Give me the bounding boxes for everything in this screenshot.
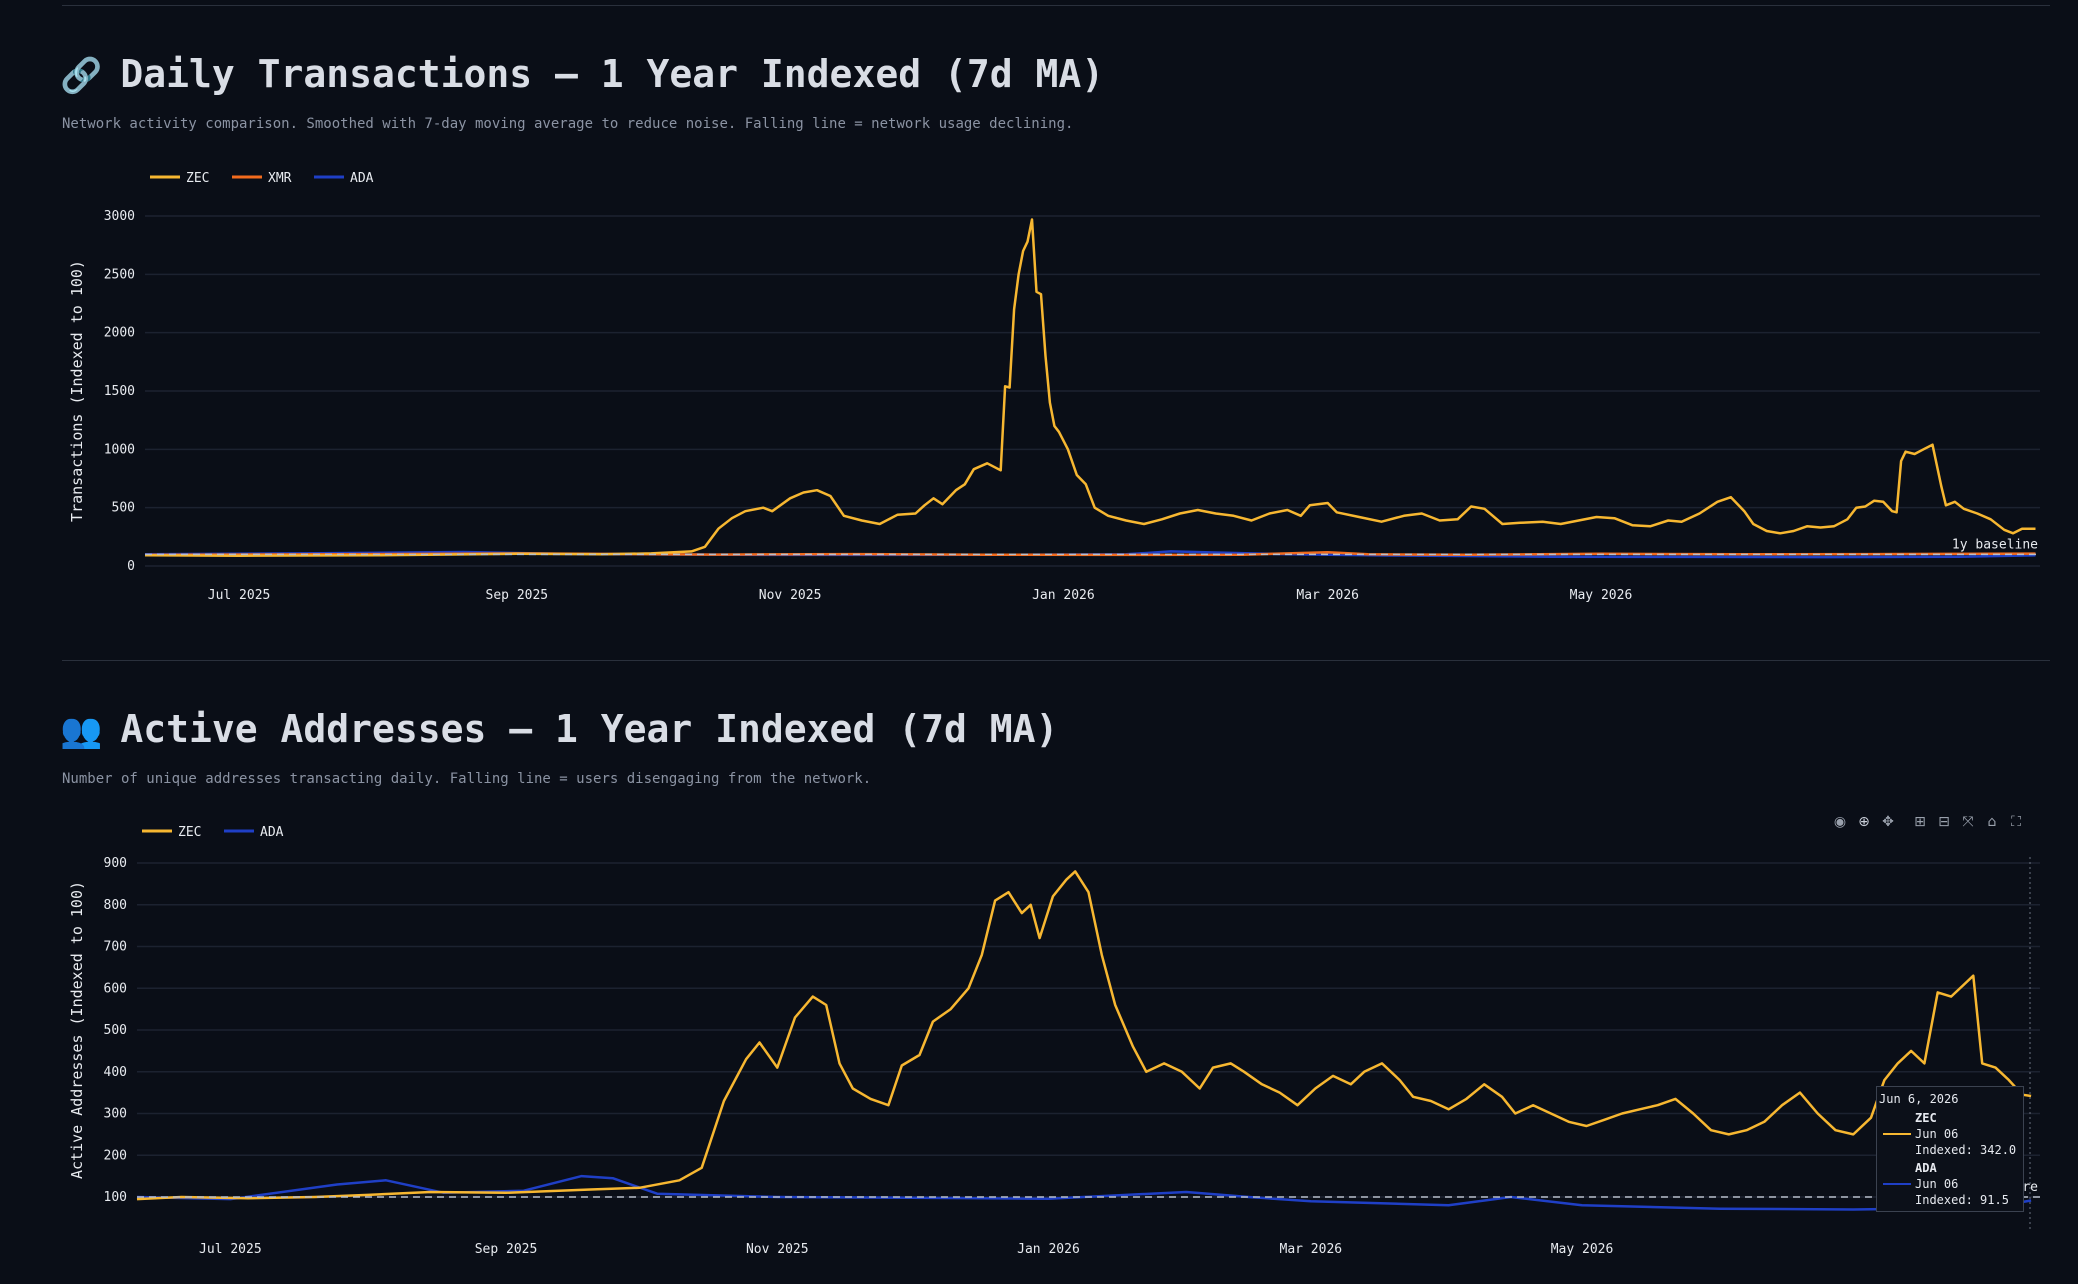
camera-icon[interactable]: ◉ — [1833, 814, 1847, 830]
y-tick-label: 3000 — [104, 209, 135, 224]
x-tick-label: Sep 2025 — [486, 588, 549, 603]
baseline-label: 1y baseline — [1952, 537, 2038, 552]
y-tick-label: 500 — [112, 501, 135, 516]
page-title: 🔗 Daily Transactions — 1 Year Indexed (7d… — [60, 52, 1104, 96]
y-axis-title: Active Addresses (Indexed to 100) — [68, 881, 86, 1179]
y-tick-label: 700 — [104, 940, 127, 955]
x-tick-label: Jan 2026 — [1032, 588, 1095, 603]
y-axis-title: Transactions (Indexed to 100) — [68, 260, 86, 522]
legend-label: ADA — [260, 825, 284, 840]
zoom-out-icon[interactable]: ⊟ — [1938, 814, 1950, 830]
tooltip-value: Indexed: 342.0 — [1915, 1143, 2017, 1157]
top-divider — [62, 5, 2050, 6]
legend-label: ZEC — [178, 825, 201, 840]
x-tick-label: Mar 2026 — [1296, 588, 1359, 603]
zoom-in-icon[interactable]: ⊞ — [1914, 814, 1926, 830]
x-tick-label: May 2026 — [1551, 1242, 1614, 1257]
hover-tooltip: Jun 6, 2026 ZEC Jun 06 Indexed: 342.0 AD… — [1876, 1086, 2024, 1212]
series-line-zec[interactable] — [136, 870, 2032, 1201]
legend-label: ADA — [350, 171, 374, 186]
x-tick-label: Jan 2026 — [1017, 1242, 1080, 1257]
tooltip-value: Indexed: 91.5 — [1915, 1193, 2009, 1207]
x-tick-label: Nov 2025 — [746, 1242, 809, 1257]
legend-item-zec[interactable]: ZEC — [150, 171, 209, 186]
reset-axes-icon[interactable]: ⌂ — [1987, 814, 1997, 830]
tooltip-series-name: ZEC — [1915, 1111, 1937, 1125]
y-tick-label: 2000 — [104, 326, 135, 341]
y-tick-label: 2500 — [104, 267, 135, 282]
section-title-text: Active Addresses — 1 Year Indexed (7d MA… — [120, 707, 1059, 751]
x-tick-label: Jul 2025 — [208, 588, 271, 603]
tooltip-swatch — [1883, 1133, 1911, 1135]
tooltip-series-name: ADA — [1915, 1161, 1937, 1175]
chart-modebar: ◉ ⊕ ✥ ⊞ ⊟ ⤧ ⌂ ⛶ — [1832, 814, 2024, 830]
series-line-ada[interactable] — [136, 1174, 2032, 1211]
y-tick-label: 100 — [104, 1190, 127, 1205]
legend-item-zec[interactable]: ZEC — [142, 825, 201, 840]
y-tick-label: 300 — [104, 1107, 127, 1122]
legend-label: XMR — [268, 171, 292, 186]
section-divider — [62, 660, 2050, 661]
y-tick-label: 1000 — [104, 442, 135, 457]
x-tick-label: Sep 2025 — [475, 1242, 538, 1257]
transactions-chart[interactable]: 0 500 1000 1500 2000 2500 3000 Jul 2025 Sep 2025… — [0, 0, 2078, 640]
section-subtitle: Number of unique addresses transacting d… — [62, 771, 872, 787]
users-icon: 👥 — [60, 711, 103, 751]
section-subtitle: Network activity comparison. Smoothed wi… — [62, 116, 1074, 132]
tooltip-date: Jun 06 — [1915, 1127, 1959, 1141]
x-tick-label: May 2026 — [1570, 588, 1633, 603]
fullscreen-icon[interactable]: ⛶ — [2011, 814, 2021, 830]
legend-item-ada[interactable]: ADA — [224, 825, 284, 840]
y-tick-label: 600 — [104, 981, 127, 996]
x-tick-label: Mar 2026 — [1280, 1242, 1343, 1257]
link-icon: 🔗 — [60, 56, 103, 96]
y-tick-label: 0 — [127, 559, 135, 574]
tooltip-swatch — [1883, 1183, 1911, 1185]
zoom-icon[interactable]: ⊕ — [1858, 814, 1870, 830]
tooltip-date: Jun 06 — [1915, 1177, 1959, 1191]
page-title: 👥 Active Addresses — 1 Year Indexed (7d M… — [60, 707, 1058, 751]
series-line-zec[interactable] — [144, 218, 2036, 557]
y-tick-label: 800 — [104, 898, 127, 913]
autoscale-icon[interactable]: ⤧ — [1962, 814, 1974, 830]
y-tick-label: 1500 — [104, 384, 135, 399]
legend-label: ZEC — [186, 171, 209, 186]
x-tick-label: Jul 2025 — [199, 1242, 262, 1257]
y-tick-label: 900 — [104, 856, 127, 871]
pan-icon[interactable]: ✥ — [1882, 814, 1894, 830]
y-tick-label: 200 — [104, 1148, 127, 1163]
x-tick-label: Nov 2025 — [759, 588, 822, 603]
tooltip-header: Jun 6, 2026 — [1879, 1092, 1959, 1106]
y-tick-label: 500 — [104, 1023, 127, 1038]
legend-item-ada[interactable]: ADA — [314, 171, 374, 186]
y-tick-label: 400 — [104, 1065, 127, 1080]
legend-item-xmr[interactable]: XMR — [232, 171, 292, 186]
section-title-text: Daily Transactions — 1 Year Indexed (7d … — [120, 52, 1105, 96]
